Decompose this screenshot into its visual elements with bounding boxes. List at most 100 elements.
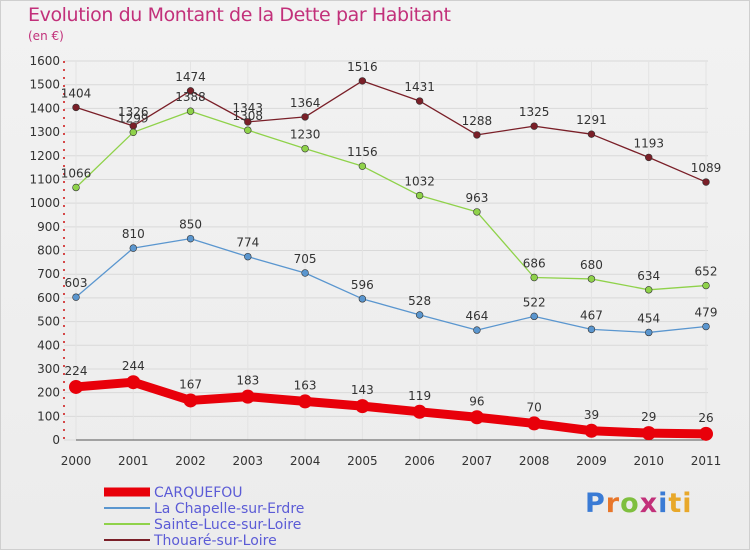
data-point-thouare [702, 178, 710, 186]
x-tick-label: 2000 [61, 454, 92, 468]
y-tick-label: 1600 [29, 54, 60, 68]
data-label-carquefou: 224 [65, 364, 88, 378]
y-tick-label: 1300 [29, 125, 60, 139]
data-label-carquefou: 143 [351, 383, 374, 397]
data-point-carquefou [183, 393, 198, 408]
data-label-thouare: 1431 [404, 80, 435, 94]
data-point-thouare [244, 118, 252, 126]
x-tick-label: 2007 [462, 454, 493, 468]
data-point-sainte-luce [301, 144, 309, 153]
data-label-sainte-luce: 1156 [347, 145, 378, 159]
data-label-thouare: 1193 [633, 136, 664, 150]
data-label-carquefou: 244 [122, 359, 145, 373]
data-label-thouare: 1288 [462, 114, 493, 128]
x-tick-label: 2011 [691, 454, 722, 468]
y-tick-label: 0 [52, 433, 60, 447]
y-tick-label: 700 [37, 267, 60, 281]
data-label-carquefou: 183 [236, 374, 259, 388]
data-point-sainte-luce [530, 273, 538, 282]
data-point-la-chapelle [530, 312, 538, 321]
data-label-la-chapelle: 454 [637, 311, 660, 325]
logo-letter: i [658, 488, 669, 519]
y-tick-label: 600 [37, 291, 60, 305]
x-tick-label: 2008 [519, 454, 550, 468]
y-tick-label: 300 [37, 362, 60, 376]
data-label-la-chapelle: 850 [179, 218, 202, 232]
data-point-thouare [530, 122, 538, 130]
proxiti-logo: Proxiti [585, 488, 693, 519]
data-label-carquefou: 163 [294, 378, 317, 392]
x-tick-label: 2002 [175, 454, 206, 468]
data-point-thouare [415, 97, 424, 105]
data-point-carquefou [240, 389, 255, 404]
data-point-carquefou [699, 426, 713, 441]
data-label-la-chapelle: 705 [294, 252, 317, 266]
y-tick-label: 800 [37, 244, 60, 258]
data-point-sainte-luce [645, 286, 653, 294]
data-label-carquefou: 29 [641, 410, 656, 424]
data-label-la-chapelle: 479 [695, 306, 718, 320]
legend-label-carquefou: CARQUEFOU [154, 485, 243, 501]
series-line-carquefou [71, 377, 711, 439]
data-point-la-chapelle [645, 328, 653, 337]
data-point-sainte-luce [587, 275, 596, 283]
logo-letter: o [620, 488, 640, 519]
legend-label-la-chapelle: La Chapelle-sur-Erdre [154, 501, 304, 517]
x-tick-label: 2005 [347, 454, 378, 468]
series-line-la-chapelle [75, 238, 707, 334]
data-point-carquefou [469, 410, 484, 425]
x-tick-label: 2006 [404, 454, 435, 468]
data-label-la-chapelle: 528 [408, 294, 431, 308]
legend-label-sainte-luce: Sainte-Luce-sur-Loire [154, 517, 301, 533]
logo-letter: P [585, 488, 606, 519]
data-point-la-chapelle [186, 234, 195, 243]
data-label-sainte-luce: 652 [695, 265, 718, 279]
data-point-la-chapelle [301, 269, 309, 277]
data-point-carquefou [69, 379, 83, 394]
data-point-la-chapelle [358, 295, 367, 303]
data-point-thouare [72, 103, 80, 112]
data-label-thouare: 1326 [118, 105, 149, 119]
chart-title: Evolution du Montant de la Dette par Hab… [28, 4, 451, 26]
data-label-carquefou: 119 [408, 389, 431, 403]
y-tick-label: 1100 [29, 172, 60, 186]
data-label-sainte-luce: 1066 [61, 166, 92, 180]
data-point-thouare [186, 87, 195, 95]
series-line-sainte-luce [75, 110, 707, 291]
data-label-thouare: 1404 [61, 86, 92, 100]
data-point-sainte-luce [244, 126, 252, 134]
data-label-sainte-luce: 680 [580, 258, 603, 272]
data-label-sainte-luce: 1032 [404, 175, 435, 189]
data-point-carquefou [412, 404, 427, 419]
data-point-la-chapelle [415, 311, 424, 319]
data-point-sainte-luce [186, 107, 195, 115]
data-point-sainte-luce [415, 191, 424, 200]
y-tick-label: 900 [37, 220, 60, 234]
data-label-sainte-luce: 1308 [233, 109, 264, 123]
data-label-sainte-luce: 1299 [118, 111, 149, 125]
x-tick-label: 2010 [633, 454, 664, 468]
data-point-carquefou [641, 426, 656, 441]
data-point-thouare [358, 77, 367, 85]
data-label-carquefou: 39 [584, 408, 599, 422]
data-point-sainte-luce [473, 208, 481, 216]
data-label-sainte-luce: 963 [465, 191, 488, 205]
data-point-thouare [301, 113, 309, 121]
x-tick-label: 2009 [576, 454, 607, 468]
data-point-carquefou [527, 416, 542, 431]
data-label-la-chapelle: 522 [523, 295, 546, 309]
data-label-carquefou: 167 [179, 377, 202, 391]
logo-letter: x [639, 488, 659, 519]
data-label-sainte-luce: 1230 [290, 128, 321, 142]
legend-label-thouare: Thouaré-sur-Loire [153, 533, 277, 549]
data-point-sainte-luce [72, 183, 80, 192]
data-label-thouare: 1325 [519, 105, 550, 119]
data-label-carquefou: 26 [698, 411, 713, 425]
data-label-la-chapelle: 596 [351, 278, 374, 292]
y-tick-label: 400 [37, 338, 60, 352]
data-label-sainte-luce: 634 [637, 269, 660, 283]
data-point-carquefou [584, 423, 599, 438]
logo-letter: ti [668, 488, 693, 519]
y-tick-label: 500 [37, 315, 60, 329]
